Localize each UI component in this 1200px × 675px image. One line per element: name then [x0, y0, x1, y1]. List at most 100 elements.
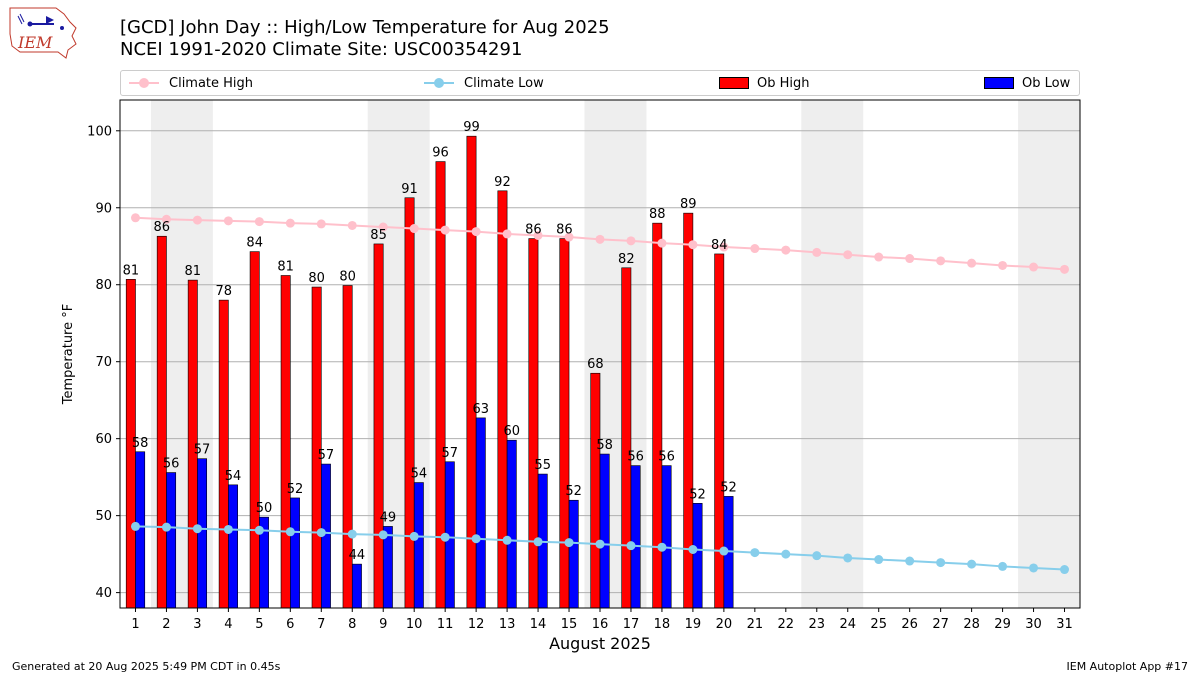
- ob-high-value-label: 80: [308, 271, 325, 286]
- x-tick-label: 24: [839, 617, 856, 632]
- ob-high-value-label: 89: [680, 197, 697, 212]
- x-tick-label: 11: [437, 617, 454, 632]
- climate-high-point: [347, 220, 357, 230]
- x-tick-label: 16: [592, 617, 609, 632]
- x-tick-label: 18: [654, 617, 671, 632]
- climate-high-point: [130, 213, 140, 223]
- ob-low-bar: [475, 417, 486, 609]
- climate-high-point: [812, 247, 822, 257]
- climate-high-point: [533, 230, 543, 240]
- x-tick-label: 25: [870, 617, 887, 632]
- legend-swatch-ob-high: [719, 77, 749, 89]
- ob-low-bar: [166, 472, 177, 609]
- x-tick-label: 5: [255, 617, 263, 632]
- legend-item-climate-low: Climate Low: [424, 71, 544, 95]
- ob-low-value-label: 55: [534, 458, 551, 473]
- ob-low-bar: [568, 499, 579, 609]
- ob-high-bar: [404, 197, 415, 609]
- climate-high-point: [471, 227, 481, 237]
- climate-low-point: [936, 558, 946, 568]
- climate-low-point: [905, 556, 915, 566]
- climate-high-point: [440, 225, 450, 235]
- climate-low-point: [378, 530, 388, 540]
- x-tick-label: 29: [994, 617, 1011, 632]
- y-tick-label: 70: [95, 355, 112, 370]
- ob-low-value-label: 44: [349, 548, 366, 563]
- climate-high-point: [688, 240, 698, 250]
- climate-low-point: [812, 551, 822, 561]
- climate-low-point: [285, 527, 295, 537]
- x-tick-label: 15: [561, 617, 578, 632]
- climate-high-point: [626, 236, 636, 246]
- y-tick-label: 100: [87, 124, 112, 139]
- legend-swatch-climate-low: [424, 71, 454, 95]
- legend-label-climate-high: Climate High: [169, 75, 254, 91]
- climate-low-point: [874, 555, 884, 565]
- ob-low-bar: [413, 482, 424, 609]
- ob-high-value-label: 92: [494, 175, 511, 190]
- climate-low-point: [347, 529, 357, 539]
- ob-high-value-label: 81: [277, 259, 294, 274]
- legend-item-ob-low: Ob Low: [984, 71, 1070, 95]
- ob-low-value-label: 52: [689, 487, 706, 502]
- ob-low-value-label: 58: [596, 438, 613, 453]
- climate-low-point: [161, 522, 171, 532]
- x-tick-label: 10: [406, 617, 423, 632]
- climate-low-point: [564, 538, 574, 548]
- ob-high-value-label: 80: [339, 269, 356, 284]
- x-tick-label: 8: [348, 617, 356, 632]
- climate-low-point: [1060, 565, 1070, 575]
- climate-low-point: [192, 524, 202, 534]
- ob-high-value-label: 78: [215, 284, 232, 299]
- x-tick-label: 21: [747, 617, 764, 632]
- ob-high-value-label: 86: [154, 220, 171, 235]
- y-tick-label: 50: [95, 509, 112, 524]
- climate-low-point: [626, 541, 636, 551]
- climate-high-point: [409, 224, 419, 234]
- ob-low-value-label: 56: [658, 450, 675, 465]
- climate-high-point: [1060, 264, 1070, 274]
- chart-title: [GCD] John Day :: High/Low Temperature f…: [120, 17, 610, 38]
- x-tick-label: 1: [131, 617, 139, 632]
- x-tick-label: 2: [162, 617, 170, 632]
- climate-low-point: [471, 534, 481, 544]
- climate-low-point: [998, 561, 1008, 571]
- ob-high-value-label: 86: [525, 223, 542, 238]
- ob-high-value-label: 84: [711, 238, 728, 253]
- climate-low-point: [254, 525, 264, 535]
- ob-low-value-label: 50: [256, 501, 273, 516]
- legend-item-climate-high: Climate High: [129, 71, 253, 95]
- ob-low-value-label: 57: [194, 443, 211, 458]
- climate-low-point: [843, 553, 853, 563]
- ob-low-value-label: 63: [473, 402, 490, 417]
- ob-high-value-label: 91: [401, 182, 418, 197]
- ob-high-bar: [373, 243, 384, 609]
- climate-high-point: [192, 215, 202, 225]
- ob-low-value-label: 58: [132, 436, 149, 451]
- x-tick-label: 31: [1056, 617, 1073, 632]
- climate-low-point: [130, 521, 140, 531]
- climate-high-point: [378, 222, 388, 232]
- x-tick-label: 26: [901, 617, 918, 632]
- x-tick-label: 28: [963, 617, 980, 632]
- climate-low-point: [1029, 563, 1039, 573]
- x-tick-label: 22: [778, 617, 795, 632]
- x-tick-label: 23: [809, 617, 826, 632]
- x-tick-label: 13: [499, 617, 516, 632]
- x-tick-label: 6: [286, 617, 294, 632]
- y-tick-label: 80: [95, 278, 112, 293]
- ob-high-bar: [590, 372, 601, 609]
- ob-low-value-label: 57: [318, 448, 335, 463]
- legend: Climate High Climate Low Ob High Ob Low: [120, 70, 1080, 96]
- ob-low-bar: [351, 563, 362, 609]
- climate-low-point: [967, 559, 977, 569]
- ob-high-bar: [218, 299, 229, 609]
- ob-low-bar: [506, 439, 517, 609]
- x-tick-label: 20: [716, 617, 733, 632]
- ob-low-bar: [197, 458, 208, 609]
- app-label: IEM Autoplot App #17: [1066, 660, 1189, 673]
- x-tick-label: 19: [685, 617, 702, 632]
- logo-text: IEM: [17, 33, 53, 52]
- ob-low-bar: [692, 503, 703, 609]
- climate-high-point: [223, 216, 233, 226]
